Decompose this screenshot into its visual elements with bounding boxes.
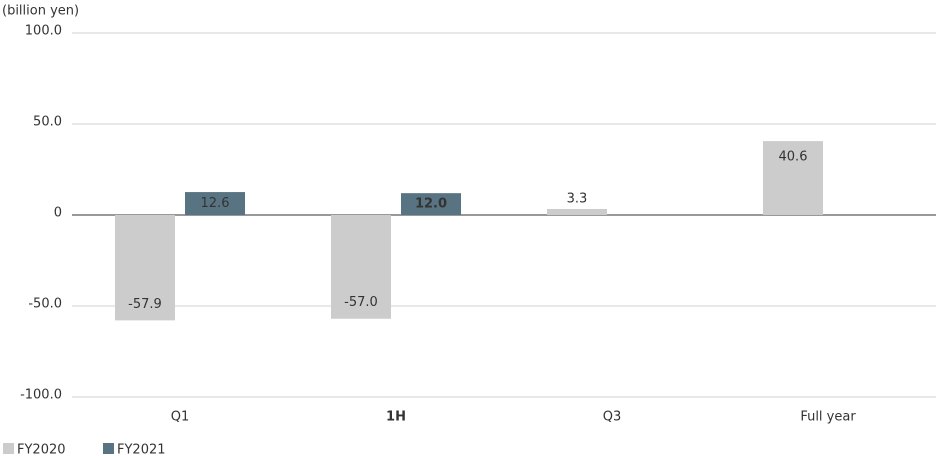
y-axis-label: (billion yen) [2,4,79,19]
bar [401,193,461,215]
bar [185,192,245,215]
y-tick-label: 0 [54,206,62,221]
value-label: -57.9 [128,297,162,312]
bar [115,215,175,321]
value-label: 40.6 [779,150,808,165]
x-tick-label: Full year [800,410,856,425]
y-tick-label: 50.0 [33,115,62,130]
y-tick-label: 100.0 [25,24,62,39]
bar [763,141,823,215]
legend-swatch [103,443,114,454]
value-label: 12.0 [415,197,447,212]
y-tick-label: -50.0 [28,297,62,312]
value-label: -57.0 [344,295,378,310]
legend-swatch [3,443,14,454]
value-label: 3.3 [567,191,588,206]
legend-label: FY2021 [117,443,166,456]
x-tick-label: Q1 [171,410,190,425]
bar [547,208,607,215]
bar [331,215,391,319]
x-tick-label: Q3 [603,410,622,425]
y-tick-label: -100.0 [20,388,62,403]
legend-label: FY2020 [17,443,66,456]
x-tick-label: 1H [386,410,406,425]
value-label: 12.6 [201,196,230,211]
